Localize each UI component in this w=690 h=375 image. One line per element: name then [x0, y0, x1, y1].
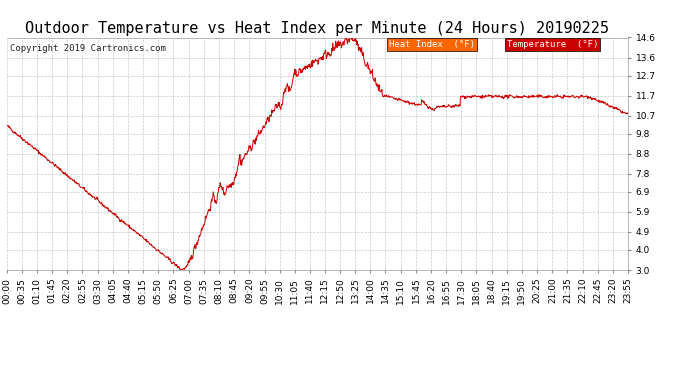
Text: Temperature  (°F): Temperature (°F)	[506, 40, 598, 49]
Title: Outdoor Temperature vs Heat Index per Minute (24 Hours) 20190225: Outdoor Temperature vs Heat Index per Mi…	[26, 21, 609, 36]
Text: Copyright 2019 Cartronics.com: Copyright 2019 Cartronics.com	[10, 45, 166, 54]
Text: Heat Index  (°F): Heat Index (°F)	[389, 40, 475, 49]
